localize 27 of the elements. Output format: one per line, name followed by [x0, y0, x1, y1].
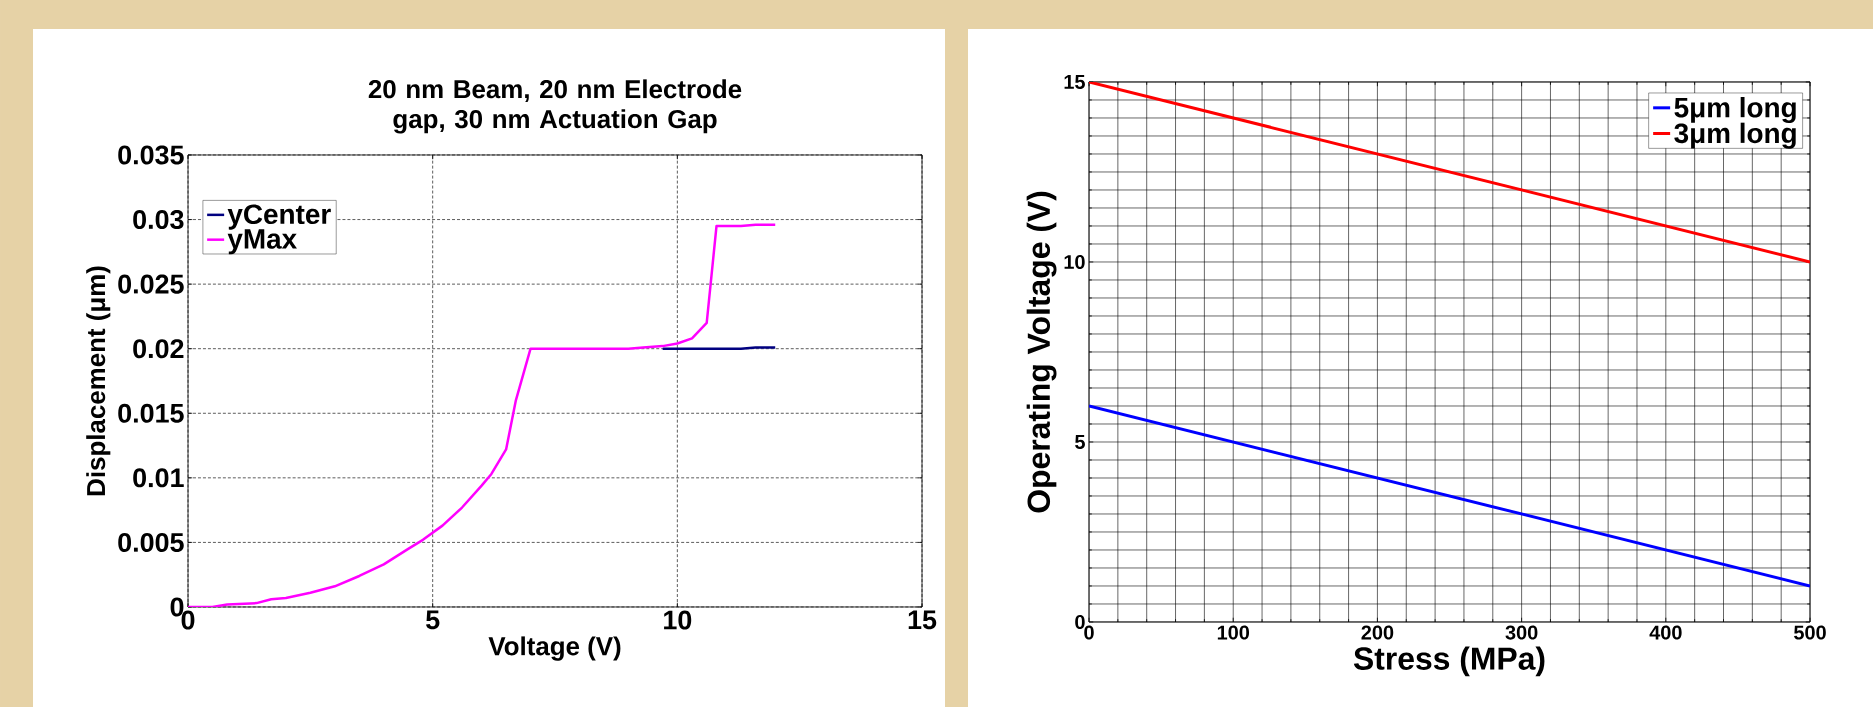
- y-tick-label: 0.025: [118, 274, 184, 294]
- y-tick-label: 0.005: [118, 532, 184, 552]
- legend-label: 5μm long: [1674, 96, 1796, 124]
- y-tick-label: 15: [1064, 75, 1085, 89]
- x-tick-label: 100: [1217, 625, 1250, 640]
- x-tick-label: 300: [1505, 625, 1538, 640]
- y-tick-label: 10: [1064, 254, 1085, 270]
- x-tick-label: 400: [1649, 625, 1682, 640]
- x-tick-label: 5: [426, 610, 440, 630]
- x-axis-title: Voltage (V): [488, 636, 621, 661]
- x-tick-label: 500: [1794, 625, 1826, 640]
- x-tick-label: 200: [1361, 625, 1394, 640]
- y-tick-label: 0.015: [118, 403, 184, 423]
- x-tick-label: 10: [664, 610, 692, 630]
- legend-label: 3μm long: [1674, 122, 1796, 149]
- chart-title: 20 nm Beam, 20 nm Electrode gap, 30 nm Actuation Gap: [368, 79, 742, 134]
- x-tick-label: 15: [908, 610, 937, 630]
- y-axis-title: Operating Voltage (V): [1026, 191, 1057, 513]
- y-tick-label: 5: [1075, 435, 1085, 449]
- y-tick-label: 0.01: [133, 468, 184, 488]
- y-tick-label: 0.035: [118, 145, 184, 165]
- legend-label: yMax: [227, 229, 297, 255]
- y-tick-label: 0.02: [133, 339, 184, 359]
- legend-label: yCenter: [227, 204, 331, 230]
- y-tick-label: 0.03: [133, 210, 184, 230]
- y-axis-title: Displacement (μm): [86, 266, 111, 496]
- x-axis-title: Stress (MPa): [1353, 646, 1545, 677]
